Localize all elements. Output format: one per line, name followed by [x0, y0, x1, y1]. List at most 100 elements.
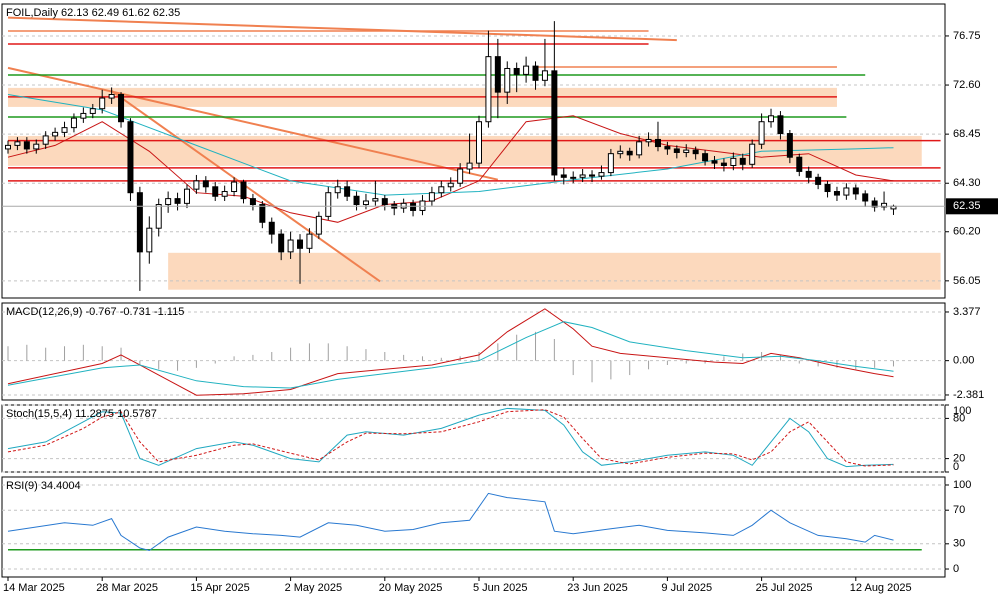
candle-body [833, 191, 840, 196]
indicator-line [7, 321, 894, 389]
y-tick-label: -2.381 [953, 389, 984, 401]
y-tick-label: 64.30 [953, 177, 981, 189]
candle-body [589, 174, 596, 177]
candle-body [532, 65, 539, 81]
candle-body [400, 202, 407, 209]
candle-body [155, 204, 162, 229]
candle-body [80, 112, 87, 119]
indicator-line [7, 308, 894, 396]
candle-body [749, 143, 756, 165]
candle-body [183, 188, 190, 204]
candle-body [768, 115, 775, 123]
candle-body [796, 156, 803, 172]
candle-body [777, 115, 784, 135]
candle-body [240, 181, 247, 200]
candle-body [476, 121, 482, 164]
candle-body [673, 148, 680, 153]
candle-body [579, 174, 586, 178]
candle-body [14, 141, 21, 146]
candle-body [61, 127, 68, 133]
candle-body [654, 138, 661, 148]
candle-body [118, 94, 125, 123]
candle-body [344, 186, 351, 197]
candle-body [645, 138, 652, 143]
candle-body [815, 176, 822, 185]
candle-body [99, 97, 106, 110]
panel-frame [1, 476, 946, 578]
candle-body [843, 187, 850, 196]
candle-body [494, 56, 501, 93]
candle-body [598, 172, 605, 177]
y-tick-label: 80 [953, 412, 965, 424]
candle-body [513, 67, 520, 75]
candle-body [786, 133, 793, 158]
candle-body [315, 215, 322, 235]
candle-body [212, 186, 219, 197]
candle-body [70, 117, 77, 129]
candle-body [33, 143, 40, 150]
trend-line [7, 16, 677, 42]
y-tick-label: 76.75 [953, 30, 981, 42]
candle-body [202, 180, 209, 188]
candle-body [523, 65, 530, 75]
indicator-line [7, 409, 894, 467]
candle-body [692, 149, 699, 155]
y-tick-label: 56.05 [953, 275, 981, 287]
candle-body [466, 162, 473, 170]
candle-body [730, 157, 737, 166]
candle-body [353, 195, 360, 206]
candle-body [89, 108, 96, 114]
candle-body [805, 170, 812, 178]
candle-body [560, 174, 567, 178]
candle-body [325, 192, 332, 217]
candle-body [419, 200, 426, 211]
candle-body [862, 193, 869, 202]
candle-body [664, 146, 671, 150]
candle-body [504, 67, 511, 93]
x-tick-label: 9 Jul 2025 [661, 582, 712, 594]
indicator-line [7, 492, 894, 552]
price-label-box [946, 198, 998, 215]
candle-body [410, 202, 417, 211]
panel-frame [1, 3, 946, 299]
x-tick-label: 25 Jul 2025 [756, 582, 813, 594]
candle-body [881, 202, 888, 208]
candle-body [165, 198, 172, 206]
y-tick-label: 20 [953, 453, 965, 465]
candle-body [362, 200, 369, 206]
candle-body [231, 181, 238, 193]
y-tick-label: 70 [953, 504, 965, 516]
candle-body [607, 153, 614, 174]
x-tick-label: 12 Aug 2025 [850, 582, 912, 594]
candle-body [127, 121, 134, 194]
y-tick-label: 60.20 [953, 226, 981, 238]
candle-body [278, 233, 285, 253]
y-tick-label: 68.45 [953, 128, 981, 140]
candle-body [146, 227, 153, 253]
panel-title: Stoch(15,5,4) 11.2875 10.5787 [6, 408, 157, 420]
candle-body [570, 176, 577, 179]
panel-title: FOIL,Daily 62.13 62.49 61.62 62.35 [6, 7, 180, 19]
candle-body [249, 198, 256, 206]
candle-body [42, 135, 49, 145]
candle-body [447, 182, 454, 188]
candle-body [711, 160, 718, 164]
candle-body [683, 149, 690, 153]
panel-frame [1, 404, 946, 473]
panel-title: MACD(12,26,9) -0.767 -0.731 -1.115 [6, 306, 184, 318]
candle-body [485, 56, 492, 123]
candle-body [438, 186, 445, 194]
candle-body [268, 221, 275, 235]
candle-body [287, 239, 294, 253]
x-tick-label: 23 Jun 2025 [567, 582, 628, 594]
indicator-line [7, 94, 894, 196]
price-label: 62.35 [953, 200, 981, 212]
candle-body [221, 191, 228, 197]
candle-body [174, 198, 181, 204]
candle-body [193, 180, 200, 190]
panel-title: RSI(9) 34.4004 [6, 480, 81, 492]
x-tick-label: 2 May 2025 [285, 582, 342, 594]
y-tick-label: 3.377 [953, 306, 981, 318]
x-tick-label: 20 May 2025 [379, 582, 443, 594]
